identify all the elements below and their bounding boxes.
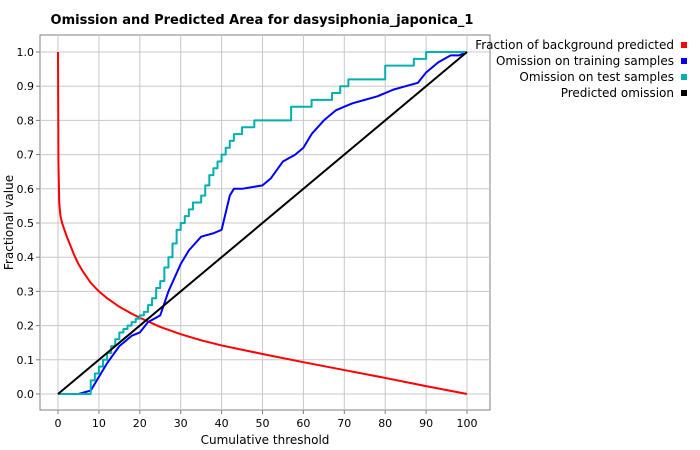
y-axis-label: Fractional value [2, 175, 16, 270]
x-tick-label: 90 [419, 417, 433, 430]
legend-swatch [681, 74, 687, 80]
x-axis-label: Cumulative threshold [201, 433, 330, 447]
y-tick-label: 0.2 [17, 320, 35, 333]
y-tick-label: 1.0 [17, 46, 35, 59]
x-tick-label: 60 [296, 417, 310, 430]
legend-swatch [681, 58, 687, 64]
series-line-4 [57, 51, 468, 395]
y-tick-label: 0.4 [17, 251, 35, 264]
chart-title: Omission and Predicted Area for dasysiph… [50, 13, 474, 28]
y-tick-label: 0.7 [17, 149, 35, 162]
series-line-1 [57, 51, 468, 395]
legend-swatch [681, 90, 687, 96]
x-tick-label: 50 [256, 417, 270, 430]
legend-label: Omission on test samples [519, 70, 674, 84]
y-tick-label: 0.5 [17, 217, 35, 230]
x-tick-label: 80 [378, 417, 392, 430]
legend-swatch [681, 42, 687, 48]
legend-label: Fraction of background predicted [475, 38, 674, 52]
plot-layer: 0 10 20 30 40 50 60 70 80 90 100 0.0 0.1 0.2 0.3 0.4 0.5… [2, 34, 491, 447]
legend-label: Predicted omission [561, 86, 674, 100]
y-tick-label: 0.6 [17, 183, 35, 196]
x-tick-label: 70 [337, 417, 351, 430]
x-tick-label: 10 [92, 417, 106, 430]
y-tick-label: 0.9 [17, 80, 35, 93]
x-tick-label: 0 [55, 417, 62, 430]
y-tick-label: 0.3 [17, 285, 35, 298]
series-line-2 [58, 51, 468, 395]
y-tick-label: 0.1 [17, 354, 35, 367]
x-tick-label: 20 [133, 417, 147, 430]
legend: Fraction of background predicted Omission… [475, 38, 687, 100]
x-tick-label: 40 [215, 417, 229, 430]
x-tick-label: 100 [457, 417, 478, 430]
series-line-3 [58, 51, 467, 395]
x-tick-label: 30 [174, 417, 188, 430]
y-tick-label: 0.8 [17, 114, 35, 127]
legend-label: Omission on training samples [496, 54, 674, 68]
y-tick-label: 0.0 [17, 388, 35, 401]
